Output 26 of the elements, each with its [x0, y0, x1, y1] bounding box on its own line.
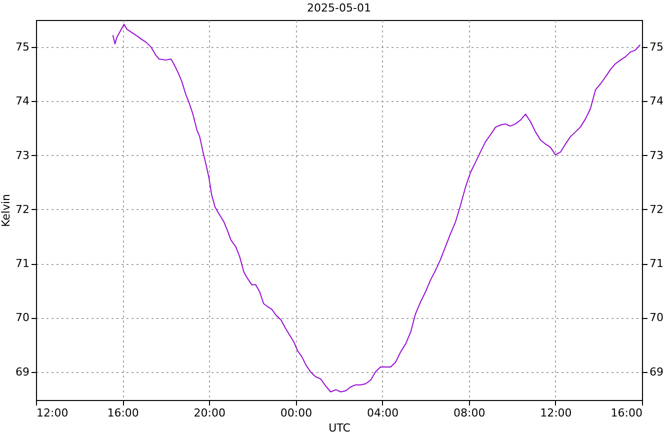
y2-tick-label: 69 [650, 365, 664, 378]
y-tick-label: 74 [16, 94, 30, 108]
y2-tick-label: 73 [650, 148, 664, 162]
y2-tick-label: 75 [650, 40, 664, 54]
x-tick-label: 12:00 [36, 406, 68, 420]
y-tick-label: 72 [16, 202, 30, 216]
y-axis-title: Kelvin [0, 194, 13, 228]
x-tick-label: 12:00 [540, 406, 572, 420]
y2-tick-label: 74 [650, 94, 664, 108]
chart-title: 2025-05-01 [307, 2, 371, 14]
y-tick-label: 73 [16, 148, 30, 162]
y-tick-label: 70 [16, 311, 30, 324]
y2-tick-label: 71 [650, 257, 664, 270]
y2-tick-label: 70 [650, 311, 664, 324]
y-tick-label: 75 [16, 40, 30, 54]
y-tick-label: 71 [16, 257, 30, 270]
x-tick-label: 04:00 [366, 406, 399, 420]
x-axis-title: UTC [328, 422, 351, 432]
line-series [112, 24, 641, 392]
y2-tick-label: 72 [650, 202, 664, 216]
y-tick-label: 69 [16, 365, 30, 378]
x-tick-label: 20:00 [194, 406, 226, 420]
x-tick-label: 16:00 [107, 406, 139, 420]
x-tick-label: 08:00 [454, 406, 486, 420]
x-tick-label: 00:00 [280, 406, 312, 420]
x-tick-label: 16:00 [610, 406, 642, 420]
